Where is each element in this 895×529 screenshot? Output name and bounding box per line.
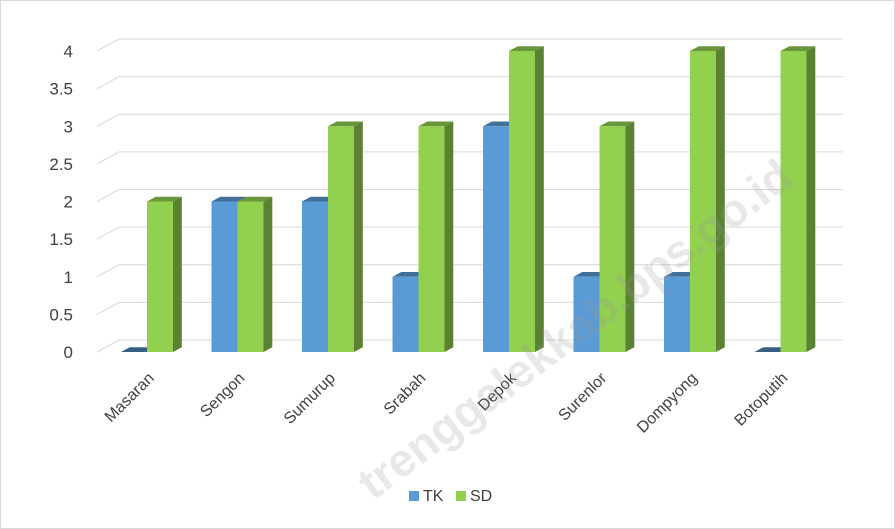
y-tick-label: 1.5 [49, 230, 73, 249]
y-tick-label: 3 [64, 117, 73, 136]
gridline [96, 301, 843, 315]
legend-label-sd: SD [470, 488, 492, 505]
bar-sd-depok [509, 46, 544, 352]
bar-sd-botoputih [780, 46, 816, 352]
y-tick-label: 0 [64, 343, 73, 362]
x-category-label: Botoputih [732, 370, 792, 430]
gridlines [96, 38, 843, 353]
bar-side-face [173, 196, 182, 352]
bar-front-face [418, 126, 445, 352]
gridline [96, 339, 843, 353]
bar-sd-srabah [418, 121, 454, 352]
x-category-label: Sumurup [281, 370, 339, 428]
y-tick-label: 1 [64, 268, 73, 287]
gridline [96, 38, 843, 52]
bar-front-face [147, 201, 173, 352]
bar-top-face [690, 46, 725, 51]
y-axis-ticks: 0 0.5 1 1.5 2 2.5 3 3.5 4 [49, 42, 73, 362]
bar-side-face [625, 121, 635, 352]
bar-front-face [237, 201, 264, 352]
gridline [96, 76, 843, 90]
bar-sd-sumurup [328, 121, 363, 352]
legend-label-tk: TK [423, 488, 444, 505]
x-category-label: Masaran [102, 370, 158, 426]
x-category-label: Surenlor [556, 369, 611, 424]
bar-sd-masaran [147, 196, 182, 352]
x-category-label: Sengon [197, 370, 248, 421]
legend-swatch-sd [456, 491, 466, 501]
gridline [96, 264, 843, 278]
bar-sd-surenlor [599, 121, 635, 352]
y-tick-label: 4 [64, 42, 73, 61]
bar-front-face [599, 126, 626, 352]
bar-top-face [237, 196, 273, 202]
bar-front-face [328, 126, 354, 352]
bar-front-face [392, 276, 419, 352]
bar-side-face [806, 46, 816, 352]
bars [121, 46, 816, 352]
bar-top-face [328, 121, 363, 127]
bar-front-face [211, 201, 238, 352]
gridline [96, 151, 843, 165]
bar-side-face [444, 121, 454, 352]
bar-top-face [147, 196, 182, 202]
y-tick-label: 2.5 [49, 155, 73, 174]
bar-front-face [509, 51, 535, 352]
bar-front-face [302, 201, 328, 352]
bar-top-face [780, 46, 816, 51]
bar-top-face [509, 46, 544, 51]
bar-sd-dompyong [690, 46, 725, 352]
bar-side-face [354, 121, 363, 352]
y-tick-label: 0.5 [49, 305, 73, 324]
bar-front-face [780, 51, 807, 352]
bar-side-face [535, 46, 544, 352]
bar-front-face [690, 51, 716, 352]
y-tick-label: 2 [64, 193, 73, 212]
y-tick-label: 3.5 [49, 80, 73, 99]
bar-side-face [263, 196, 273, 352]
bar-front-face [483, 126, 509, 352]
bar-side-face [716, 46, 725, 352]
x-category-label: Dompyong [634, 370, 701, 437]
bar-top-face [418, 121, 454, 127]
bar-top-face [211, 196, 247, 202]
bar-top-face [599, 121, 635, 127]
legend: TK SD [409, 488, 492, 505]
bar-sd-sengon [237, 196, 273, 352]
bar-front-face [573, 276, 600, 352]
bar-front-face [664, 276, 690, 352]
gridline [96, 113, 843, 127]
legend-swatch-tk [409, 491, 419, 501]
